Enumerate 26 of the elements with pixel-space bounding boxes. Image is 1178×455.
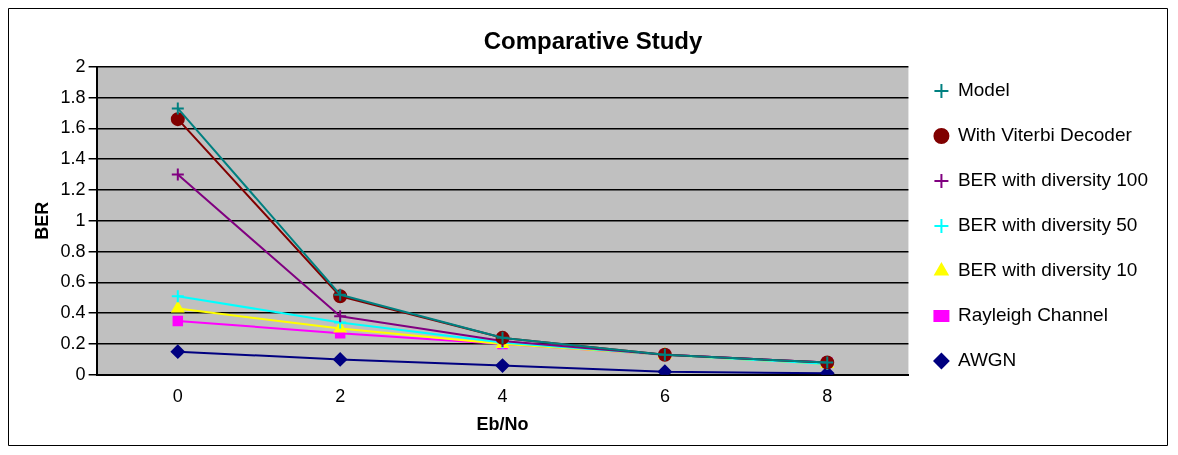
legend-label: BER with diversity 100 xyxy=(957,169,1148,191)
x-axis-title: Eb/No xyxy=(476,414,529,435)
y-tick-label: 2 xyxy=(75,55,86,76)
legend-label: With Viterbi Decoder xyxy=(957,124,1133,146)
y-tick-label: 0 xyxy=(75,363,86,384)
y-tick-label: 1 xyxy=(75,209,86,230)
y-tick-label: 0.8 xyxy=(60,240,86,261)
y-axis-title: BER xyxy=(31,201,52,240)
legend-label: BER with diversity 50 xyxy=(957,214,1138,236)
legend-label: Rayleigh Channel xyxy=(957,304,1108,326)
y-tick-label: 1.2 xyxy=(60,178,86,199)
x-tick-label: 4 xyxy=(497,385,508,406)
y-tick-label: 1.6 xyxy=(60,117,86,138)
legend-label: AWGN xyxy=(957,349,1017,371)
legend-label: Model xyxy=(957,79,1010,101)
x-tick-label: 8 xyxy=(822,385,833,406)
y-tick-label: 0.6 xyxy=(60,271,86,292)
chart-title: Comparative Study xyxy=(483,27,704,55)
y-tick-label: 1.4 xyxy=(60,148,86,169)
x-tick-label: 6 xyxy=(659,385,670,406)
y-tick-label: 1.8 xyxy=(60,86,86,107)
legend-label: BER with diversity 10 xyxy=(957,259,1138,281)
y-tick-label: 0.4 xyxy=(60,302,86,323)
y-tick-label: 0.2 xyxy=(60,332,86,353)
x-tick-label: 0 xyxy=(172,385,183,406)
x-tick-label: 2 xyxy=(335,385,346,406)
